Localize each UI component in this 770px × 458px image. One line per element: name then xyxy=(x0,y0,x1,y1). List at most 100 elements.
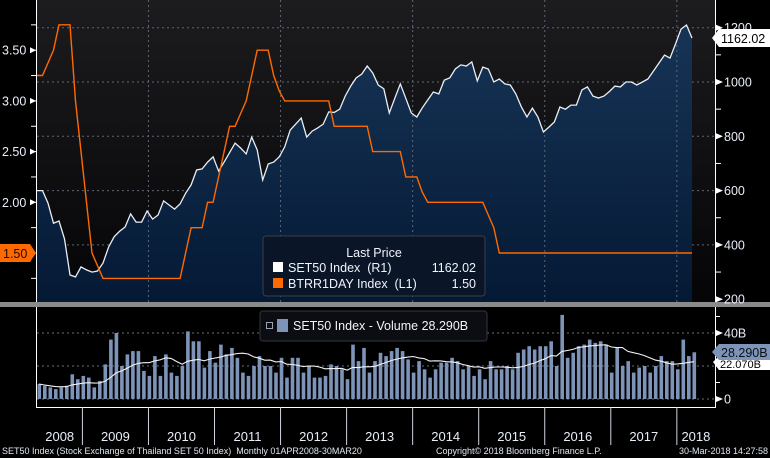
volume-legend-value: 28.290B xyxy=(422,319,469,333)
volume-bar xyxy=(615,347,619,399)
volume-bar xyxy=(136,351,141,399)
volume-bar xyxy=(384,356,388,399)
volume-bar xyxy=(637,367,641,399)
price-legend-box xyxy=(262,235,486,297)
volume-bar xyxy=(213,362,218,399)
volume-bar xyxy=(422,369,427,399)
volume-bar xyxy=(598,341,603,400)
set50-line xyxy=(37,23,693,278)
set50-last-value-tag: 1162.02 xyxy=(712,29,770,47)
volume-bar xyxy=(169,372,174,399)
volume-bar xyxy=(274,372,278,399)
volume-last-value-tag: 28.290B xyxy=(712,344,770,360)
tick-arrow xyxy=(30,97,36,104)
footer-copyright: Copyright© 2018 Bloomberg Finance L.P. xyxy=(436,446,602,456)
volume-bar xyxy=(582,344,586,399)
volume-bar xyxy=(175,375,179,399)
rate-last-value-text: 1.50 xyxy=(3,247,27,261)
right-axis-tick-label: 600 xyxy=(724,184,745,198)
btrr1day-legend-swatch xyxy=(273,278,283,288)
volume-bar xyxy=(323,375,328,399)
year-label: 2018 xyxy=(681,429,710,444)
volume-bar xyxy=(92,387,97,399)
volume-bar xyxy=(483,379,487,399)
volume-bar xyxy=(406,359,410,399)
volume-bar xyxy=(147,375,152,399)
volume-bar xyxy=(626,361,630,399)
year-label: 2017 xyxy=(629,429,658,444)
volume-bar xyxy=(659,356,664,399)
set50-area xyxy=(37,25,692,302)
volume-bar xyxy=(114,333,119,399)
volume-bar xyxy=(87,377,91,399)
set50-last-value-text: 1162.02 xyxy=(721,32,765,46)
ma-last-value-text: 22.070B xyxy=(720,359,761,371)
volume-bar xyxy=(208,351,212,399)
volume-bar xyxy=(593,342,597,399)
volume-bar xyxy=(560,314,564,399)
volume-legend-box xyxy=(259,310,488,342)
tick-arrow xyxy=(716,296,723,303)
year-label: 2014 xyxy=(431,429,460,444)
volume-bar xyxy=(224,354,229,399)
volume-bar xyxy=(268,366,273,399)
volume-bar xyxy=(120,366,124,399)
volume-bar xyxy=(433,369,438,399)
volume-bar xyxy=(202,367,207,399)
panel-separator[interactable] xyxy=(0,302,770,307)
year-label: 2010 xyxy=(167,429,196,444)
volume-axis-tick-label: 0 xyxy=(724,393,731,407)
tick-arrow xyxy=(716,79,723,85)
footer-description: SET50 Index (Stock Exchange of Thailand … xyxy=(2,446,362,456)
volume-bar xyxy=(505,366,509,399)
volume-bar xyxy=(609,372,614,399)
volume-bar xyxy=(576,346,581,399)
volume-bar xyxy=(109,339,113,399)
volume-bar xyxy=(510,369,515,399)
volume-bar xyxy=(246,375,251,399)
year-label: 2013 xyxy=(365,429,394,444)
price-legend[interactable]: Last Price SET50 Index (R1) 1162.02 BTRR… xyxy=(262,235,486,297)
volume-bar xyxy=(197,341,201,400)
tick-arrow xyxy=(716,133,723,140)
tick-arrow xyxy=(30,47,36,54)
volume-legend[interactable]: SET50 Index - Volume 28.290B xyxy=(259,310,488,342)
btrr1day-line xyxy=(37,24,692,280)
volume-bar xyxy=(461,369,465,399)
volume-bar xyxy=(191,341,196,400)
volume-bar xyxy=(587,339,592,399)
volume-bar xyxy=(538,346,542,399)
volume-bar xyxy=(329,364,333,399)
volume-bar xyxy=(125,354,130,399)
volume-bar xyxy=(373,361,377,399)
volume-bar xyxy=(400,351,405,399)
volume-bar xyxy=(65,385,69,399)
volume-bar xyxy=(516,352,520,399)
volume-bar xyxy=(565,357,570,400)
volume-bar xyxy=(153,356,157,399)
volume-last-value-text: 28.290B xyxy=(721,346,768,360)
right-axis-tick-label: 1000 xyxy=(724,76,752,90)
volume-bar xyxy=(395,347,399,399)
volume-bar xyxy=(334,366,339,399)
set50-legend-value: 1162.02 xyxy=(432,261,476,275)
volume-bar xyxy=(164,354,168,399)
axes: 3.503.002.502.001200100080060040020040B0… xyxy=(2,21,752,445)
volume-bar xyxy=(499,369,504,399)
right-axis-tick-label: 200 xyxy=(724,293,745,307)
year-label: 2012 xyxy=(299,429,328,444)
set50-legend-swatch xyxy=(273,262,283,272)
volume-axis-tick-label: 40B xyxy=(724,327,746,341)
volume-bars xyxy=(37,314,697,400)
volume-bar xyxy=(48,387,53,399)
volume-bar xyxy=(345,379,350,399)
tick-arrow xyxy=(716,187,723,194)
volume-bar xyxy=(235,357,240,400)
volume-bar xyxy=(378,352,383,399)
volume-bar xyxy=(285,377,289,399)
expand-icon[interactable] xyxy=(266,322,273,329)
volume-bar xyxy=(131,351,135,399)
volume-bar xyxy=(252,366,256,399)
tick-arrow xyxy=(716,396,723,402)
